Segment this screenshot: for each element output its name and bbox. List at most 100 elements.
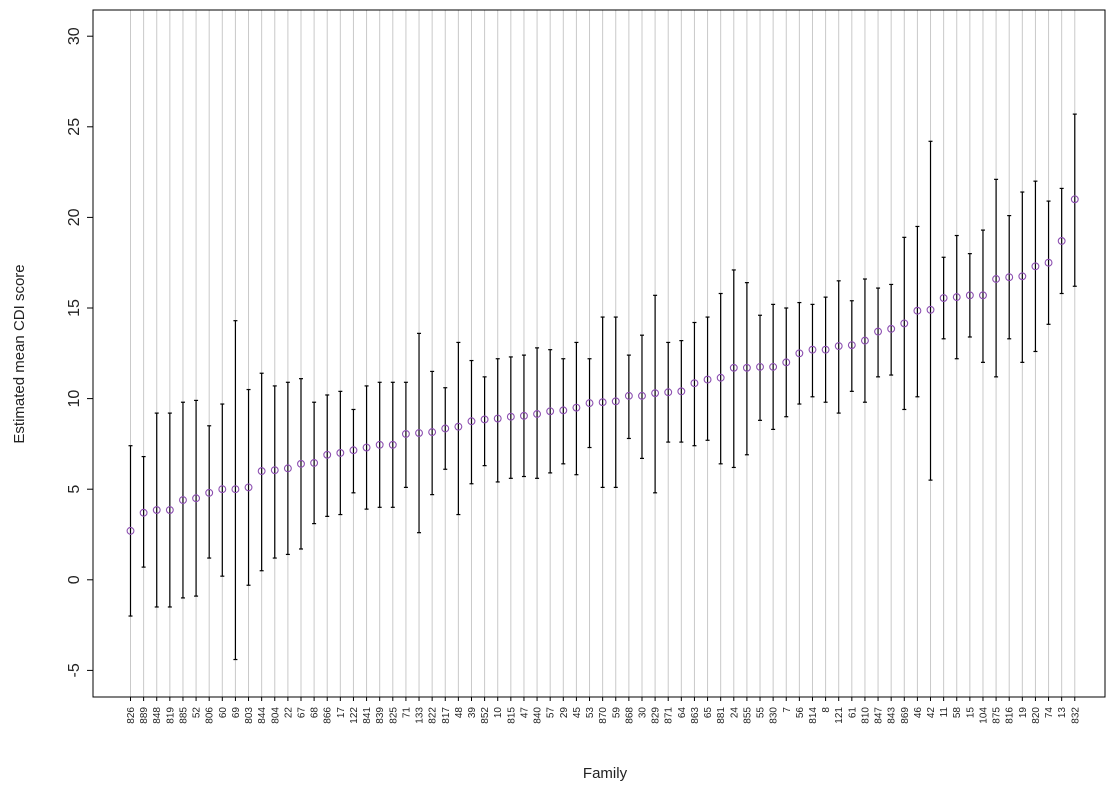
x-tick-label: 868 [624, 707, 635, 724]
data-point [992, 275, 1001, 283]
data-point [323, 450, 332, 459]
x-tick-label: 810 [860, 707, 871, 724]
data-point [664, 388, 673, 397]
x-tick-label: 852 [480, 707, 491, 724]
data-point [467, 417, 476, 426]
x-tick-label: 58 [952, 707, 963, 719]
y-tick-label: 15 [66, 299, 83, 317]
data-point [900, 319, 909, 328]
data-point [913, 306, 922, 315]
x-tick-label: 52 [192, 707, 203, 719]
data-point [546, 407, 555, 416]
data-point [441, 424, 450, 433]
x-tick-label: 881 [716, 707, 727, 724]
x-tick-label: 885 [178, 707, 189, 724]
data-point [375, 440, 384, 449]
data-point [519, 411, 528, 420]
x-tick-label: 832 [1070, 707, 1081, 724]
data-point [677, 387, 686, 396]
y-axis: -5 0 5 10 15 20 25 30 [66, 27, 94, 678]
x-tick-label: 55 [756, 707, 767, 719]
x-tick-label: 68 [310, 707, 321, 719]
data-point [454, 422, 463, 431]
x-tick-label: 45 [572, 707, 583, 719]
data-point [874, 327, 883, 336]
x-tick-label: 7 [782, 707, 793, 713]
data-point [480, 415, 489, 424]
data-point [782, 358, 791, 367]
data-point [887, 324, 896, 333]
x-tick-label: 29 [559, 707, 570, 719]
error-bars [128, 113, 1077, 661]
y-tick-label: 5 [66, 485, 83, 494]
data-point [742, 363, 751, 372]
y-tick-label: 20 [66, 208, 83, 226]
x-tick-label: 11 [939, 707, 950, 718]
x-tick-label: 15 [965, 707, 976, 719]
y-tick-label: 30 [66, 27, 83, 45]
x-tick-label: 53 [585, 707, 596, 719]
data-point [415, 429, 423, 437]
x-tick-label: 67 [296, 707, 307, 719]
x-tick-label: 22 [283, 707, 294, 719]
x-tick-label: 133 [415, 707, 426, 724]
x-axis: 826 889 848 819 885 52 806 60 69 803 844 804 22 67 68 8… [126, 697, 1081, 724]
x-tick-label: 64 [677, 707, 688, 719]
x-tick-label: 17 [336, 707, 347, 719]
x-tick-label: 121 [834, 707, 845, 724]
data-point [952, 293, 961, 302]
x-tick-label: 69 [231, 707, 242, 719]
x-tick-label: 819 [165, 707, 176, 724]
data-point [808, 345, 817, 354]
data-point [297, 459, 305, 468]
data-point [769, 362, 778, 371]
x-tick-label: 820 [1031, 707, 1042, 724]
data-point [847, 341, 856, 350]
x-tick-label: 60 [218, 707, 229, 719]
x-tick-label: 48 [454, 707, 465, 719]
x-tick-label: 871 [664, 707, 675, 724]
data-point [834, 342, 843, 351]
x-tick-label: 804 [270, 707, 281, 724]
data-point [165, 506, 174, 514]
x-tick-label: 8 [821, 707, 832, 713]
data-point [1018, 272, 1027, 281]
x-tick-label: 816 [1005, 707, 1016, 724]
data-point [493, 414, 502, 423]
x-tick-label: 65 [703, 707, 714, 719]
x-tick-label: 817 [441, 707, 452, 724]
y-axis-label: Estimated mean CDI score [11, 264, 28, 443]
data-point [283, 464, 292, 473]
data-point [506, 412, 515, 421]
x-tick-label: 803 [244, 707, 255, 724]
x-tick-label: 869 [900, 707, 911, 724]
data-point [979, 291, 987, 300]
data-point [270, 466, 279, 475]
x-tick-label: 829 [651, 707, 662, 724]
data-point [1005, 273, 1014, 282]
x-tick-label: 30 [637, 707, 648, 719]
data-point [1031, 262, 1040, 271]
data-point [310, 458, 319, 467]
data-point [1044, 258, 1053, 267]
grid-lines [130, 10, 1076, 697]
data-point [388, 440, 397, 449]
data-point [690, 379, 699, 388]
data-points [126, 195, 1079, 535]
x-tick-label: 841 [362, 707, 373, 724]
x-tick-label: 39 [467, 707, 478, 719]
x-tick-label: 59 [611, 707, 622, 719]
data-point [703, 375, 712, 384]
x-tick-label: 822 [428, 707, 439, 724]
x-tick-label: 863 [690, 707, 701, 724]
x-tick-label: 870 [598, 707, 609, 724]
data-point [257, 467, 266, 476]
data-point [152, 506, 161, 514]
x-tick-label: 122 [349, 707, 360, 724]
x-tick-label: 13 [1057, 707, 1068, 719]
data-point [362, 443, 371, 452]
data-point [638, 391, 646, 400]
data-point [231, 485, 240, 494]
data-point [624, 391, 633, 400]
data-point [795, 349, 804, 358]
